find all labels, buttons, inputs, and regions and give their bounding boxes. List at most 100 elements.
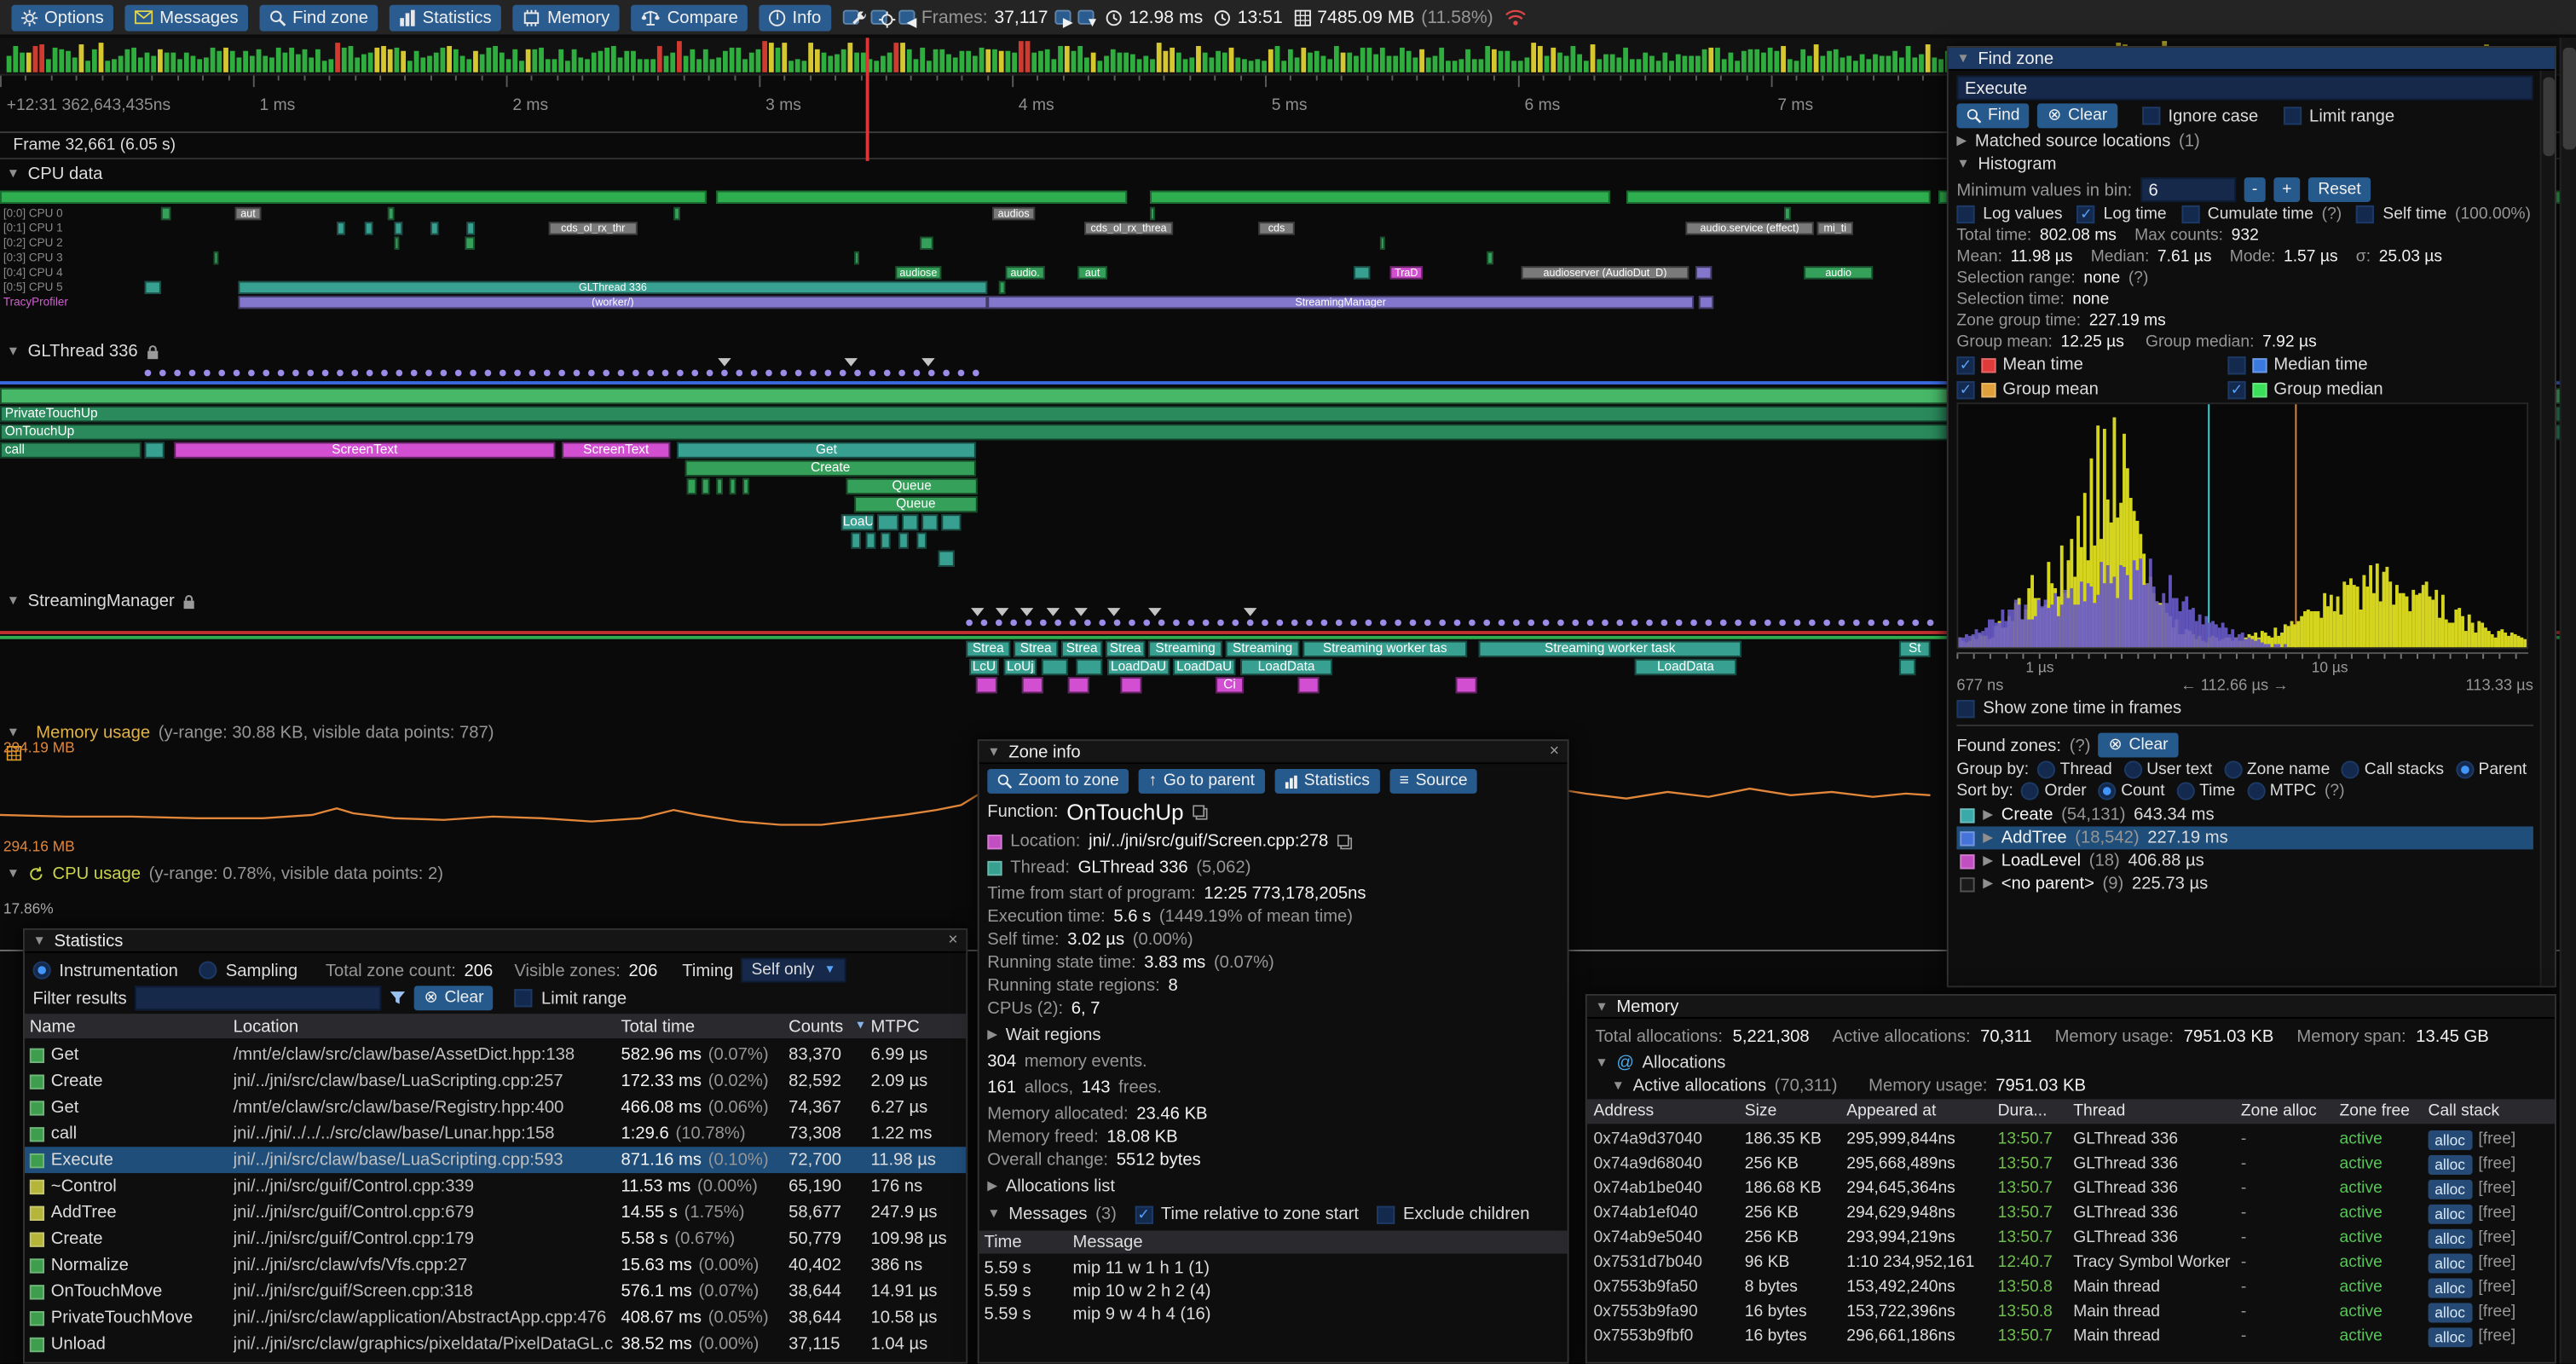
frame-bar[interactable] [617,56,623,72]
frame-bar[interactable] [1662,52,1668,72]
allocation-row[interactable]: 0x7553b9fa90 16 bytes 153,722,396ns 13:50.8… [1587,1299,2555,1324]
frame-bar[interactable] [52,47,58,72]
allocation-row[interactable]: 0x74a9d68040 256 KB 295,668,489ns 13:50.7 GL… [1587,1152,2555,1176]
cpu-zone[interactable] [1698,295,1714,309]
radio-option[interactable]: Thread [2036,760,2112,779]
frame-bar[interactable] [545,59,551,72]
frame-bar[interactable] [762,40,768,72]
frame-bar[interactable] [1425,57,1431,72]
alloc-callstack-button[interactable]: alloc [2428,1178,2472,1199]
frame-bar[interactable] [1636,60,1642,72]
message-dot[interactable] [1291,619,1298,627]
compare-button[interactable]: Compare [631,3,748,31]
zone[interactable] [1455,677,1477,694]
statistics-row[interactable]: Create jni/../jni/src/guif/Control.cpp:17… [25,1226,966,1252]
zone[interactable]: Ci [1216,677,1244,694]
message-dot[interactable] [1409,619,1417,627]
statistics-row[interactable]: PrivateTouchMove jni/../jni/src/claw/appl… [25,1304,966,1331]
frame-bar[interactable] [1222,51,1227,72]
allocations-list-row[interactable]: ▶ Allocations list [987,1175,1559,1198]
zone[interactable]: ScreenText [174,442,556,459]
message-dot[interactable] [1453,619,1461,627]
frame-bar[interactable] [1721,58,1727,72]
frame-bar[interactable] [13,46,19,72]
message-dot[interactable] [898,369,905,377]
radio-option[interactable]: Order [2021,782,2087,800]
message-dot[interactable] [248,369,255,377]
frame-bar[interactable] [1524,56,1530,72]
zone[interactable] [975,677,997,694]
frame-bar[interactable] [1170,48,1175,72]
zone[interactable]: ScreenText [562,442,671,459]
frame-bar[interactable] [328,59,334,72]
frame-bar[interactable] [1879,55,1885,72]
message-dot[interactable] [1350,619,1357,627]
frame-bar[interactable] [473,50,478,72]
statistics-row[interactable]: call jni/../jni/../../../src/claw/base/Lu… [25,1120,966,1147]
message-dot[interactable] [1276,619,1284,627]
frame-bar[interactable] [243,51,249,72]
frame-bar[interactable] [939,49,945,72]
time-relative-checkbox[interactable] [1135,1205,1153,1223]
frame-bar[interactable] [966,51,972,72]
limit-range-checkbox[interactable] [515,989,534,1008]
zone[interactable] [1041,658,1068,676]
frame-bar[interactable] [1701,49,1707,72]
frame-bar[interactable] [177,59,182,72]
message-dot[interactable] [750,369,758,377]
radio-option[interactable]: Time [2176,782,2235,800]
message-dot[interactable] [1528,619,1535,627]
cpu-zone[interactable]: mi_ti [1816,222,1853,235]
frame-bar[interactable] [742,59,748,72]
frame-bar[interactable] [860,52,866,72]
cpu-zone[interactable] [1354,266,1371,280]
frame-bar[interactable] [1505,50,1510,72]
frame-bar[interactable] [341,47,347,72]
frame-bar[interactable] [598,50,604,72]
frame-bar[interactable] [1025,41,1031,72]
frame-bar[interactable] [78,43,84,72]
histogram-row[interactable]: ▼ Histogram [1956,154,2533,174]
column-header[interactable]: Appeared at [1846,1102,1997,1120]
statistics-row[interactable]: Create jni/../jni/src/claw/base/LuaScript… [25,1068,966,1095]
frame-bar[interactable] [348,46,354,72]
message-dot[interactable] [1069,619,1077,627]
message-dot[interactable] [1232,619,1239,627]
zone[interactable]: LoadData [1240,658,1333,676]
frame-bar[interactable] [867,59,873,72]
cpu-zone[interactable]: cds [1258,222,1295,235]
message-dot[interactable] [1735,619,1741,627]
messages-button[interactable]: Messages [124,3,249,31]
message-dot[interactable] [1025,619,1032,627]
zone[interactable] [1120,677,1142,694]
frame-bar[interactable] [1242,59,1247,72]
sampling-radio[interactable] [199,961,218,980]
message-dot[interactable] [1365,619,1372,627]
cpu-plot-header[interactable]: ▼ CPU usage (y-range: 0.78%, visible dat… [7,864,443,884]
frame-bar[interactable] [91,49,97,72]
frame-bar[interactable] [1866,58,1872,72]
message-dot[interactable] [351,369,359,377]
message-dot[interactable] [1897,619,1904,627]
message-dot[interactable] [188,369,196,377]
frame-bar[interactable] [413,50,419,72]
column-header[interactable]: MTPC [870,1016,961,1036]
message-dot[interactable] [957,369,965,377]
find-zone-scrollbar[interactable] [2539,70,2555,986]
close-icon[interactable]: × [1549,743,1560,761]
message-dot[interactable] [839,369,846,377]
find-button[interactable]: Find [1956,103,2030,129]
frame-bar[interactable] [1655,60,1661,72]
frame-bar[interactable] [808,43,814,72]
column-header[interactable]: Zone alloc [2241,1102,2340,1120]
frame-bar[interactable] [1347,52,1353,72]
message-dot[interactable] [1129,619,1135,627]
frame-bar[interactable] [1117,52,1123,72]
frame-bar[interactable] [835,54,840,72]
cpu-zone[interactable] [337,222,345,235]
frame-bar[interactable] [683,56,689,72]
options-button[interactable]: Options [11,3,114,31]
message-dot[interactable] [869,369,876,377]
zone[interactable]: LoaU [840,514,875,531]
message-dot[interactable] [913,369,921,377]
